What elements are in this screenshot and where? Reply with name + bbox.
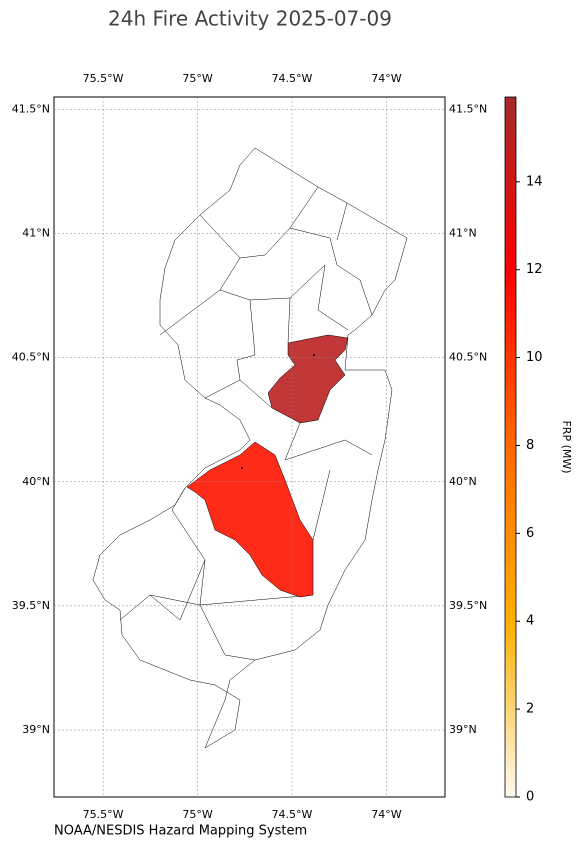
colorbar-tick-label: 4 — [526, 614, 534, 629]
lon-label: 75°W — [182, 808, 212, 821]
fire-point — [241, 467, 243, 469]
lat-label: 41.5°N — [12, 102, 50, 115]
lon-label: 74°W — [371, 808, 401, 821]
lat-label: 40.5°N — [12, 351, 50, 364]
lon-label: 75.5°W — [83, 808, 124, 821]
lat-label: 41.5°N — [449, 102, 487, 115]
fire-point — [313, 354, 315, 356]
lat-label: 41°N — [449, 227, 477, 240]
lat-label: 40°N — [449, 475, 477, 488]
lon-label: 74.5°W — [272, 808, 313, 821]
colorbar-tick-label: 10 — [526, 350, 543, 365]
colorbar — [504, 96, 517, 798]
lat-label: 40°N — [22, 475, 50, 488]
lat-label: 39°N — [449, 723, 477, 736]
colorbar-tick-label: 12 — [526, 262, 543, 277]
lat-label: 39.5°N — [12, 599, 50, 612]
colorbar-tick-label: 8 — [526, 438, 534, 453]
lon-label: 75.5°W — [83, 72, 124, 85]
lat-label: 39.5°N — [449, 599, 487, 612]
lat-label: 41°N — [22, 227, 50, 240]
county-lines — [119, 186, 373, 661]
lon-label: 75°W — [182, 72, 212, 85]
map-frame — [53, 96, 446, 798]
colorbar-tick-label: 14 — [526, 174, 543, 189]
lat-label: 39°N — [22, 723, 50, 736]
colorbar-tick-label: 2 — [526, 702, 534, 717]
state-outline — [92, 147, 408, 749]
credit: NOAA/NESDIS Hazard Mapping System — [54, 824, 307, 839]
title: 24h Fire Activity 2025-07-09 — [108, 7, 392, 31]
region — [267, 334, 349, 424]
lat-label: 40.5°N — [449, 351, 487, 364]
region — [186, 441, 314, 598]
colorbar-tick-label: 0 — [526, 790, 534, 805]
lon-label: 74.5°W — [272, 72, 313, 85]
colorbar-label: FRP (MW) — [560, 420, 573, 473]
colorbar-tick-label: 6 — [526, 526, 534, 541]
lon-label: 74°W — [371, 72, 401, 85]
